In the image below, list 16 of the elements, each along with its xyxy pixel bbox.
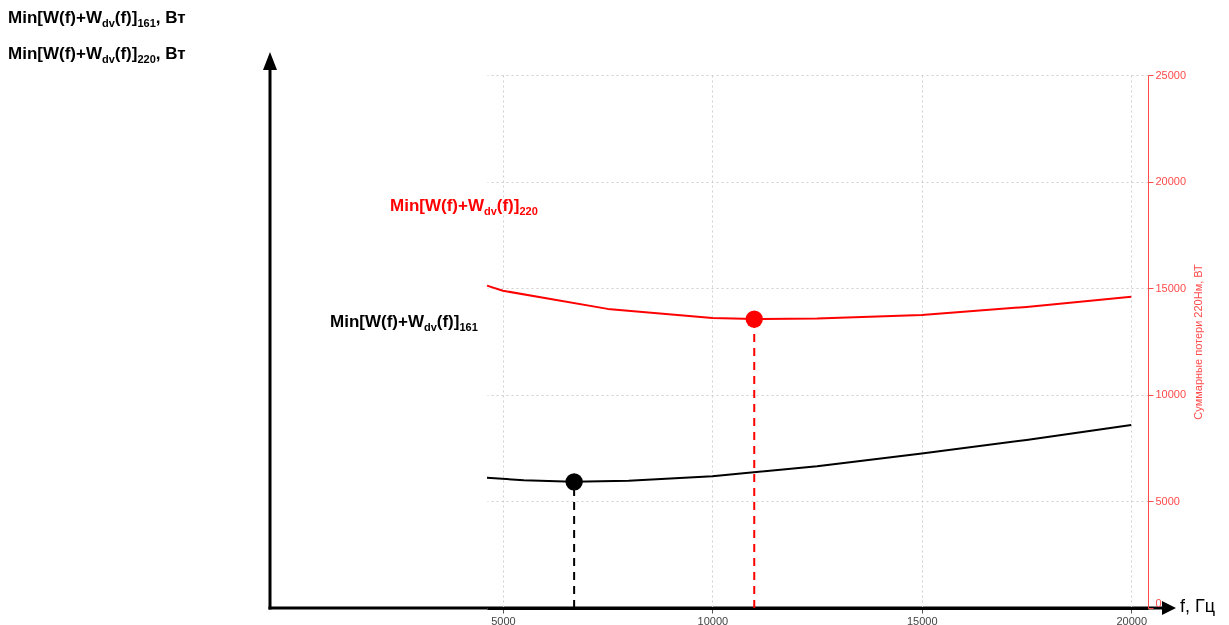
x-axis-title: f, Гц (1180, 596, 1216, 617)
y-axis-title: Суммарные потери 220Нм, ВТ (1192, 264, 1205, 420)
x-tick-label: 5000 (491, 614, 516, 625)
x-tick-label: 20000 (1116, 614, 1148, 625)
y-tick-label: 0 (1155, 596, 1162, 609)
text: Min[W(f)+W$_{dv}$(f)]$_{220}$, Вт (8, 44, 186, 66)
text: Min[W(f)+W$_{dv}$(f)]$_{161}$ (330, 312, 478, 334)
y-tick-label: 15000 (1155, 281, 1187, 294)
text: Min[W(f)+W$_{dv}$(f)]$_{220}$ (390, 196, 538, 218)
y-tick-label: 20000 (1155, 175, 1187, 188)
y-tick-label: 25000 (1155, 68, 1187, 81)
y-tick-label: 5000 (1155, 494, 1180, 507)
x-tick-label: 15000 (907, 614, 938, 625)
y-tick-label: 10000 (1155, 388, 1187, 401)
text: Min[W(f)+W$_{dv}$(f)]$_{161}$, Вт (8, 8, 186, 30)
x-tick-label: 10000 (697, 614, 729, 625)
